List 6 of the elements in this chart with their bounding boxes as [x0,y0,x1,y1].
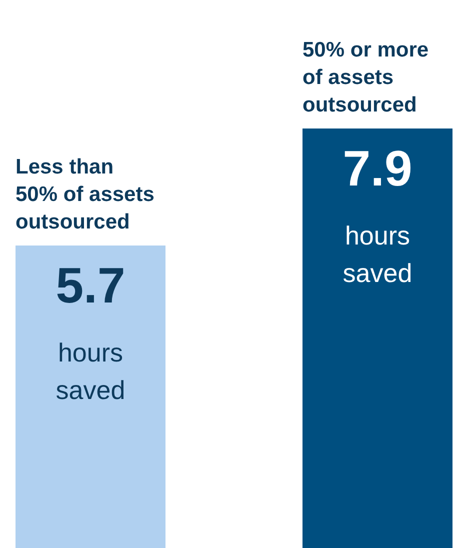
x-tick-label: Less than 50% of assets outsourced [16,155,154,234]
annotation: hours saved [342,220,412,288]
x-tick-label: 50% or more of assets outsourced [302,38,429,116]
annotation: hours saved [56,337,126,405]
data-label: 5.7 [56,257,126,314]
data-label: 7.9 [342,140,412,196]
